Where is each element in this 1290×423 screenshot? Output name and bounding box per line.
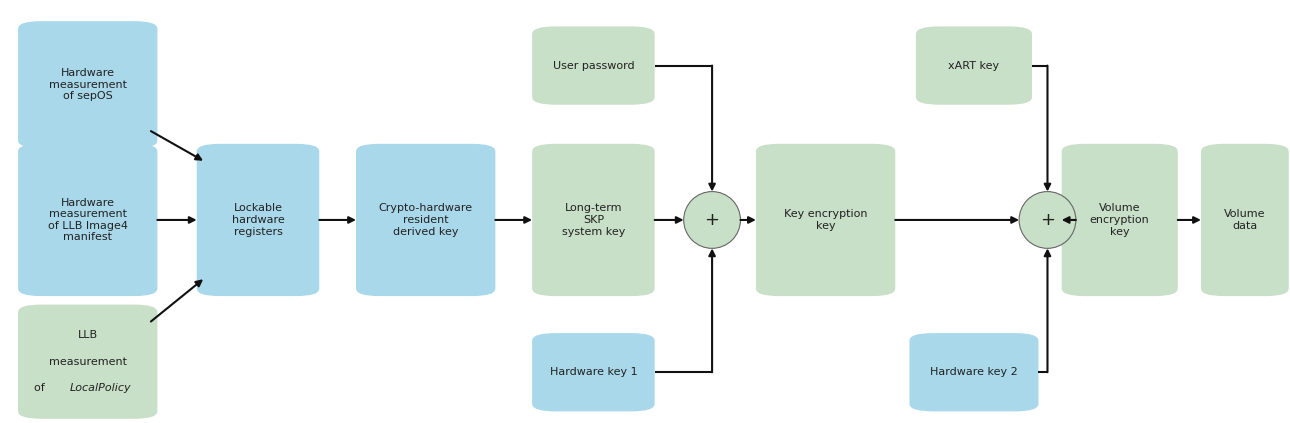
Text: of: of xyxy=(35,383,49,393)
FancyBboxPatch shape xyxy=(18,305,157,419)
FancyBboxPatch shape xyxy=(756,144,895,296)
Text: Volume
data: Volume data xyxy=(1224,209,1265,231)
Text: +: + xyxy=(1040,211,1055,229)
FancyBboxPatch shape xyxy=(531,27,655,105)
Text: LocalPolicy: LocalPolicy xyxy=(70,383,132,393)
FancyBboxPatch shape xyxy=(531,333,655,411)
FancyBboxPatch shape xyxy=(916,27,1032,105)
Text: Hardware key 2: Hardware key 2 xyxy=(930,367,1018,377)
Text: LLB: LLB xyxy=(77,330,98,341)
Text: Volume
encryption
key: Volume encryption key xyxy=(1090,203,1149,236)
Ellipse shape xyxy=(1019,192,1076,248)
Text: Hardware
measurement
of LLB Image4
manifest: Hardware measurement of LLB Image4 manif… xyxy=(48,198,128,242)
FancyBboxPatch shape xyxy=(197,144,320,296)
FancyBboxPatch shape xyxy=(1201,144,1289,296)
Text: measurement: measurement xyxy=(49,357,126,367)
Text: Hardware key 1: Hardware key 1 xyxy=(550,367,637,377)
Text: User password: User password xyxy=(552,60,635,71)
Text: Key encryption
key: Key encryption key xyxy=(784,209,867,231)
Text: xART key: xART key xyxy=(948,60,1000,71)
Text: Lockable
hardware
registers: Lockable hardware registers xyxy=(232,203,284,236)
Text: +: + xyxy=(704,211,720,229)
FancyBboxPatch shape xyxy=(18,144,157,296)
Ellipse shape xyxy=(684,192,740,248)
FancyBboxPatch shape xyxy=(531,144,655,296)
Text: Hardware
measurement
of sepOS: Hardware measurement of sepOS xyxy=(49,68,126,101)
FancyBboxPatch shape xyxy=(1062,144,1178,296)
Text: Long-term
SKP
system key: Long-term SKP system key xyxy=(561,203,626,236)
Text: Crypto-hardware
resident
derived key: Crypto-hardware resident derived key xyxy=(379,203,472,236)
FancyBboxPatch shape xyxy=(909,333,1038,411)
FancyBboxPatch shape xyxy=(18,21,157,148)
FancyBboxPatch shape xyxy=(356,144,495,296)
